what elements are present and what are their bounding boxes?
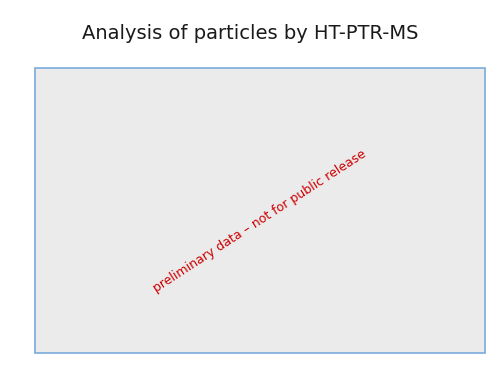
Text: preliminary data – not for public release: preliminary data – not for public releas… (151, 147, 369, 295)
Bar (35, 68, 485, 352)
Text: Analysis of particles by HT-PTR-MS: Analysis of particles by HT-PTR-MS (82, 24, 418, 43)
